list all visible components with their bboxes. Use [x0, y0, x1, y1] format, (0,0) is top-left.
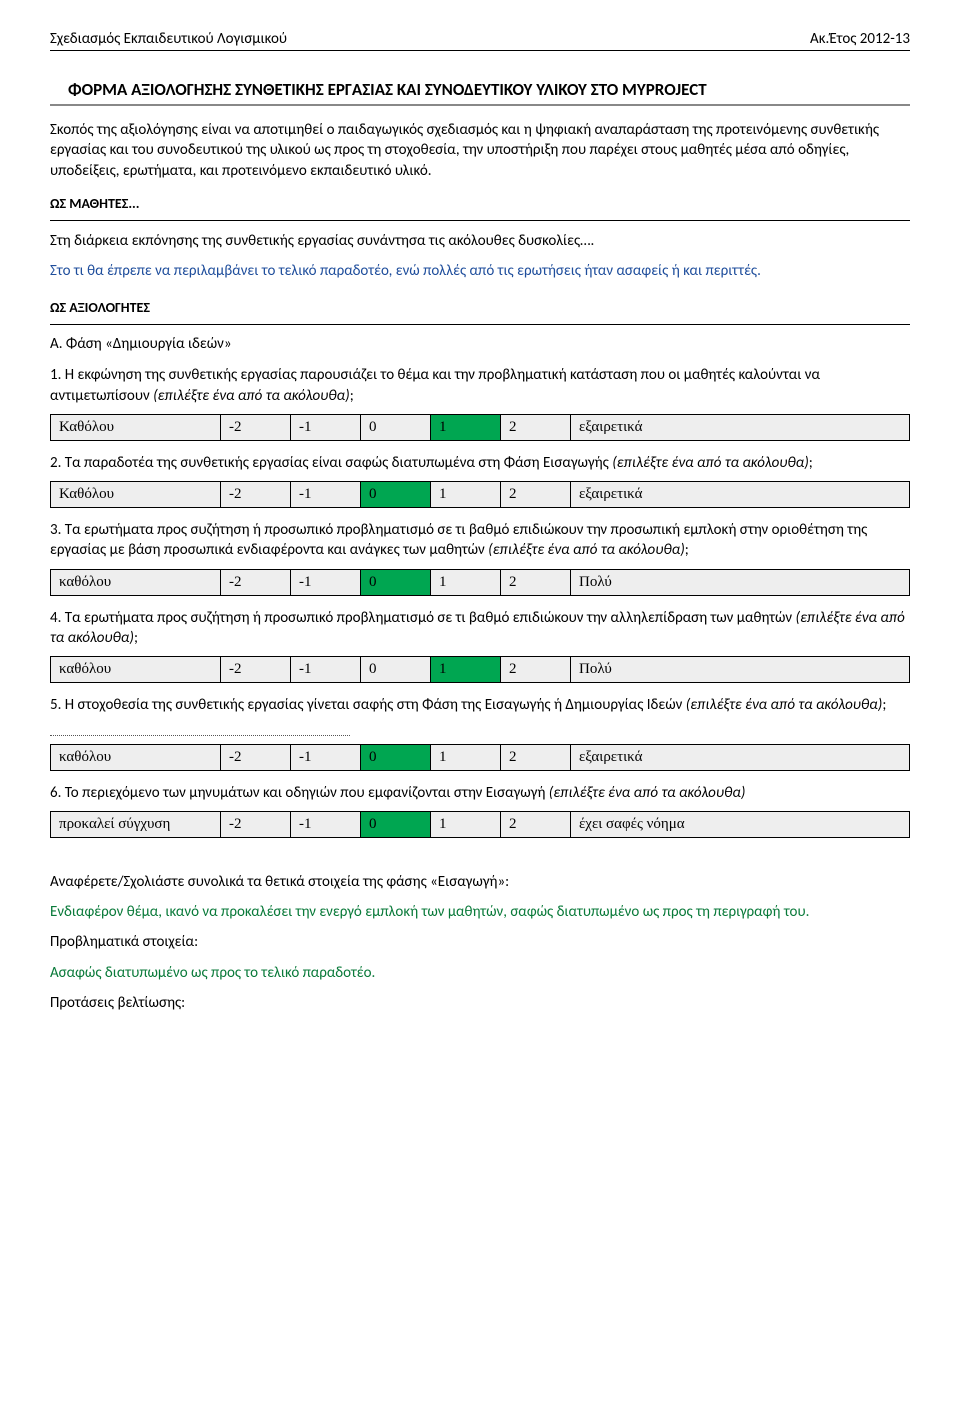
question-text: 2. Τα παραδοτέα της συνθετικής εργασίας … — [50, 453, 910, 473]
form-title: ΦΟΡΜΑ ΑΞΙΟΛΟΓΗΣΗΣ ΣΥΝΘΕΤΙΚΗΣ ΕΡΓΑΣΙΑΣ ΚΑ… — [68, 79, 910, 100]
rating-cell[interactable]: -2 — [221, 482, 291, 508]
header-right: Ακ.Έτος 2012-13 — [810, 30, 910, 48]
rating-cell[interactable]: -1 — [291, 482, 361, 508]
problem-prompt: Προβληματικά στοιχεία: — [50, 932, 910, 952]
rating-label-left: Καθόλου — [51, 482, 221, 508]
rating-cell[interactable]: -2 — [221, 414, 291, 440]
rating-cell[interactable]: 2 — [501, 482, 571, 508]
rating-table: Καθόλου-2-1012εξαιρετικά — [50, 414, 910, 441]
rating-cell[interactable]: 2 — [501, 744, 571, 770]
improve-prompt: Προτάσεις βελτίωσης: — [50, 993, 910, 1013]
rating-cell[interactable]: 0 — [361, 811, 431, 837]
rating-cell[interactable]: 1 — [431, 414, 501, 440]
rating-label-right: εξαιρετικά — [571, 744, 910, 770]
rating-table: Καθόλου-2-1012εξαιρετικά — [50, 481, 910, 508]
rating-label-right: εξαιρετικά — [571, 414, 910, 440]
positive-prompt: Αναφέρετε/Σχολιάστε συνολικά τα θετικά σ… — [50, 872, 910, 892]
phase-a-label: Α. Φάση «Δημιουργία ιδεών» — [50, 335, 910, 353]
question-text: 1. Η εκφώνηση της συνθετικής εργασίας πα… — [50, 365, 910, 406]
rating-table: καθόλου-2-1012εξαιρετικά — [50, 744, 910, 771]
rating-label-right: Πολύ — [571, 657, 910, 683]
rating-cell[interactable]: -2 — [221, 569, 291, 595]
rating-cell[interactable]: 1 — [431, 569, 501, 595]
questions-container: 1. Η εκφώνηση της συνθετικής εργασίας πα… — [50, 365, 910, 838]
problem-response: Ασαφώς διατυπωμένο ως προς το τελικό παρ… — [50, 963, 910, 983]
title-underline — [50, 104, 910, 106]
page-container: Σχεδιασμός Εκπαιδευτικού Λογισμικού Ακ.Έ… — [0, 0, 960, 1053]
students-heading: ΩΣ ΜΑΘΗΤΕΣ... — [50, 195, 910, 212]
rating-cell[interactable]: 0 — [361, 414, 431, 440]
header-left: Σχεδιασμός Εκπαιδευτικού Λογισμικού — [50, 30, 287, 48]
students-response: Στο τι θα έπρεπε να περιλαμβάνει το τελι… — [50, 261, 910, 281]
rating-cell[interactable]: 2 — [501, 811, 571, 837]
rating-label-left: καθόλου — [51, 744, 221, 770]
question-text: 6. Το περιεχόμενο των μηνυμάτων και οδηγ… — [50, 783, 910, 803]
rating-cell[interactable]: 2 — [501, 414, 571, 440]
intro-paragraph: Σκοπός της αξιολόγησης είναι να αποτιμηθ… — [50, 120, 910, 181]
question-text: 4. Τα ερωτήματα προς συζήτηση ή προσωπικ… — [50, 608, 910, 649]
rating-cell[interactable]: 0 — [361, 569, 431, 595]
rating-label-left: καθόλου — [51, 569, 221, 595]
page-header: Σχεδιασμός Εκπαιδευτικού Λογισμικού Ακ.Έ… — [50, 30, 910, 51]
rating-label-left: προκαλεί σύγχυση — [51, 811, 221, 837]
rating-cell[interactable]: -1 — [291, 569, 361, 595]
rating-cell[interactable]: -2 — [221, 744, 291, 770]
rating-cell[interactable]: -1 — [291, 657, 361, 683]
rating-cell[interactable]: 2 — [501, 569, 571, 595]
rating-cell[interactable]: -1 — [291, 744, 361, 770]
rating-table: προκαλεί σύγχυση-2-1012έχει σαφές νόημα — [50, 811, 910, 838]
rating-label-right: έχει σαφές νόημα — [571, 811, 910, 837]
question-text: 3. Τα ερωτήματα προς συζήτηση ή προσωπικ… — [50, 520, 910, 561]
rating-cell[interactable]: -2 — [221, 811, 291, 837]
rating-table: καθόλου-2-1012Πολύ — [50, 656, 910, 683]
rating-cell[interactable]: 1 — [431, 744, 501, 770]
divider — [50, 324, 910, 325]
rating-cell[interactable]: -2 — [221, 657, 291, 683]
rating-cell[interactable]: 1 — [431, 811, 501, 837]
positive-response: Ενδιαφέρον θέμα, ικανό να προκαλέσει την… — [50, 902, 910, 922]
rating-cell[interactable]: 1 — [431, 482, 501, 508]
evaluators-heading: ΩΣ ΑΞΙΟΛΟΓΗΤΕΣ — [50, 299, 910, 316]
rating-cell[interactable]: 0 — [361, 657, 431, 683]
rating-cell[interactable]: 2 — [501, 657, 571, 683]
rating-cell[interactable]: -1 — [291, 811, 361, 837]
rating-label-left: Καθόλου — [51, 414, 221, 440]
question-text: 5. Η στοχοθεσία της συνθετικής εργασίας … — [50, 695, 910, 736]
rating-label-right: Πολύ — [571, 569, 910, 595]
rating-label-left: καθόλου — [51, 657, 221, 683]
rating-label-right: εξαιρετικά — [571, 482, 910, 508]
rating-cell[interactable]: 1 — [431, 657, 501, 683]
rating-cell[interactable]: 0 — [361, 482, 431, 508]
rating-table: καθόλου-2-1012Πολύ — [50, 569, 910, 596]
rating-cell[interactable]: 0 — [361, 744, 431, 770]
divider — [50, 220, 910, 221]
students-prompt: Στη διάρκεια εκπόνησης της συνθετικής ερ… — [50, 231, 910, 251]
rating-cell[interactable]: -1 — [291, 414, 361, 440]
